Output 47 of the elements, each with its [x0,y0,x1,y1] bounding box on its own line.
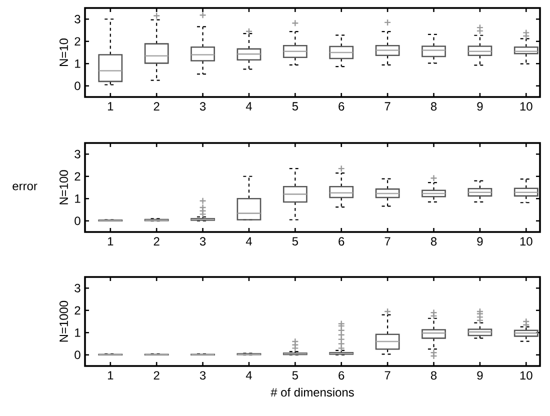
y-tick-label: 2 [74,306,80,315]
x-tick-label: 6 [338,102,344,111]
x-tick-label: 9 [477,102,483,111]
y-tick-label: 0 [74,82,80,90]
x-tick-label: 5 [292,371,298,380]
x-tick-label: 6 [338,237,344,246]
x-tick-label: 7 [384,237,390,246]
y-tick-label: 3 [74,284,80,292]
x-tick-label: 1 [108,237,114,246]
x-tick-label: 4 [246,371,252,380]
x-axis-title: # of dimensions [270,388,354,397]
x-tick-label: 3 [200,102,206,111]
x-tick-label: 8 [430,237,437,246]
x-tick-label: 10 [520,237,532,246]
y-tick-label: 3 [74,150,80,158]
x-tick-label: 6 [338,371,344,380]
x-tick-label: 9 [477,371,483,380]
y-tick-label: 2 [74,172,80,181]
y-tick-label: 2 [74,37,80,46]
x-tick-label: 4 [246,102,252,110]
x-tick-label: 5 [292,102,298,111]
text: error [12,184,38,190]
x-tick-label: 3 [200,371,206,380]
y-axis-title: N=10 [60,38,68,66]
x-tick-label: 4 [246,237,252,246]
x-tick-label: 2 [154,371,160,380]
y-axis-title: N=1000 [60,300,68,342]
y-tick-label: 0 [74,216,80,226]
y-tick-label: 3 [74,14,80,24]
x-tick-label: 5 [292,237,298,246]
x-tick-label: 9 [477,237,483,246]
x-tick-label: 8 [430,371,437,380]
x-tick-label: 8 [430,102,437,111]
x-tick-label: 2 [154,237,160,246]
x-tick-label: 7 [384,102,390,110]
y-tick-label: 1 [75,60,80,68]
x-tick-label: 10 [520,371,532,380]
x-tick-label: 3 [200,237,206,246]
y-tick-label: 1 [75,328,80,337]
x-tick-label: 7 [384,371,390,380]
y-tick-label: 0 [74,350,80,360]
y-tick-label: 1 [75,194,80,203]
x-tick-label: 1 [108,371,114,380]
y-axis-title: N=100 [60,170,68,204]
x-tick-label: 2 [154,102,160,111]
x-tick-label: 10 [520,102,532,111]
x-tick-label: 1 [108,102,114,110]
